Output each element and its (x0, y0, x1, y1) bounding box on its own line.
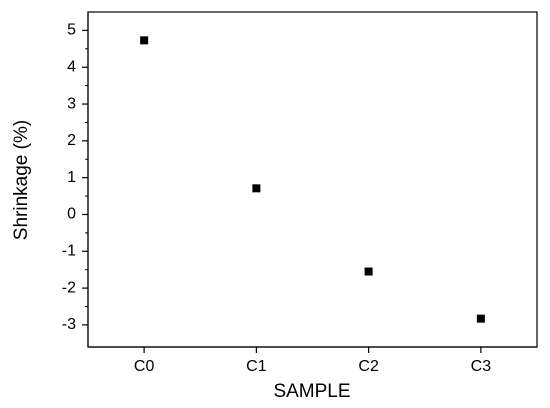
x-tick-label: C1 (246, 358, 267, 375)
x-axis-label: SAMPLE (273, 381, 350, 402)
y-tick-label: 2 (67, 132, 76, 149)
y-tick-label: -3 (62, 316, 76, 333)
plot-area (87, 11, 538, 348)
y-axis-label: Shrinkage (%) (11, 120, 32, 240)
x-tick-label: C0 (134, 358, 155, 375)
y-tick-label: 4 (67, 58, 76, 75)
point (364, 267, 373, 276)
y-tick-label: 5 (67, 22, 76, 39)
x-tick-label: C3 (471, 358, 492, 375)
y-tick-label: 0 (67, 206, 76, 223)
y-tick-label: -2 (62, 279, 76, 296)
point (252, 184, 261, 193)
x-tick-label: C2 (358, 358, 379, 375)
y-tick-label: 1 (67, 169, 76, 186)
y-tick-label: 3 (67, 95, 76, 112)
point (476, 314, 485, 323)
point (140, 36, 149, 45)
y-tick-label: -1 (62, 243, 76, 260)
